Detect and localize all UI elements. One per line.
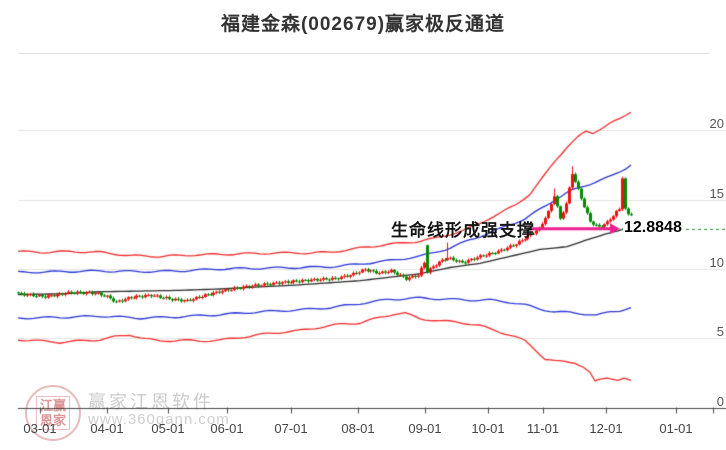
x-axis-label: 06-01 bbox=[210, 421, 244, 436]
y-axis-label: 20 bbox=[709, 116, 724, 132]
x-axis-label: 07-01 bbox=[274, 421, 308, 436]
x-axis-label: 09-01 bbox=[408, 421, 442, 436]
x-axis-label: 05-01 bbox=[151, 421, 185, 436]
y-axis-label: 15 bbox=[709, 185, 724, 201]
x-axis-label: 04-01 bbox=[90, 421, 124, 436]
x-axis-label: 03-01 bbox=[23, 421, 57, 436]
y-axis-label: 0 bbox=[716, 393, 724, 409]
support-annotation-text: 生命线形成强支撑 bbox=[391, 221, 535, 240]
x-axis-label: 01-01 bbox=[659, 421, 693, 436]
x-axis-label: 10-01 bbox=[471, 421, 505, 436]
y-axis-label: 5 bbox=[716, 324, 724, 340]
x-axis-label: 08-01 bbox=[341, 421, 375, 436]
x-axis-label: 11-01 bbox=[526, 421, 560, 436]
price-level-label: 12.8848 bbox=[623, 219, 683, 237]
y-axis-label: 10 bbox=[709, 254, 724, 270]
x-axis-label: 12-01 bbox=[589, 421, 623, 436]
